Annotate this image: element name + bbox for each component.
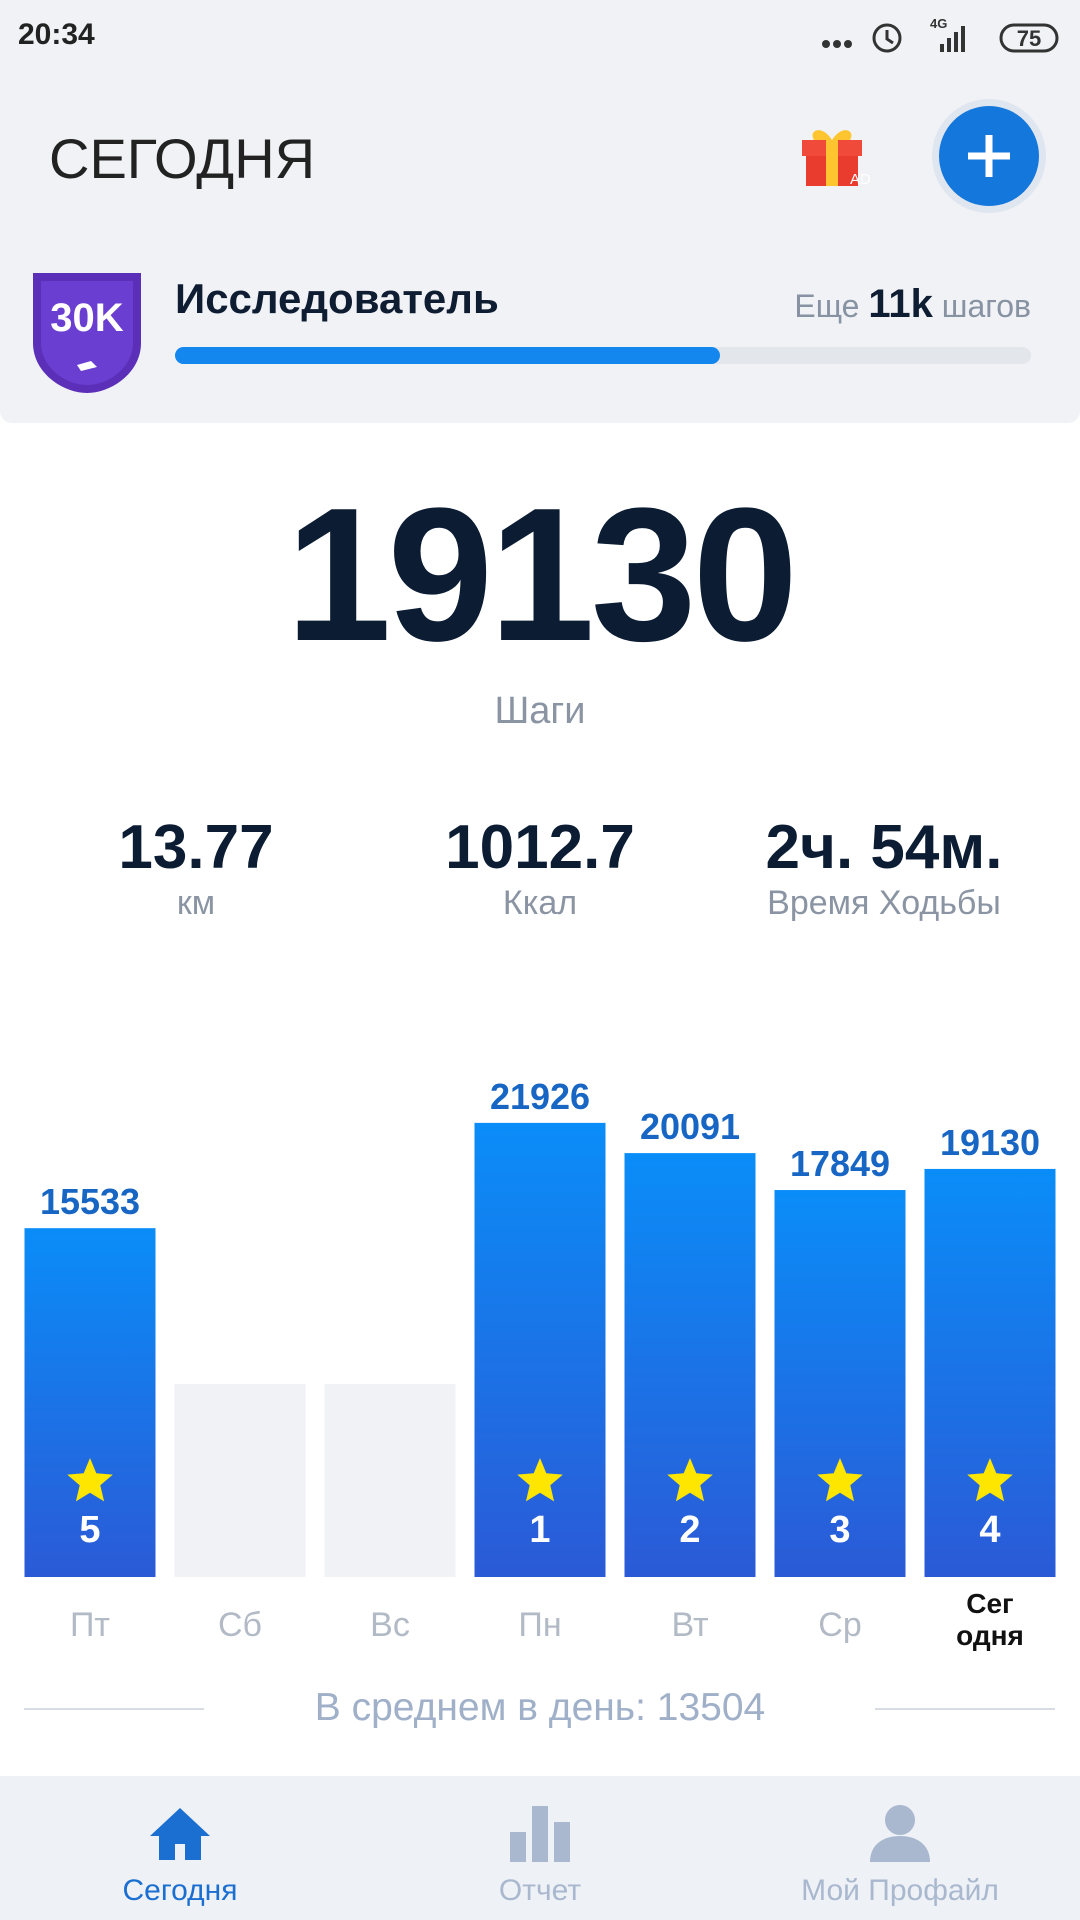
status-icons: 4G 75 (822, 16, 1059, 53)
rank-star (67, 1458, 113, 1502)
status-network: 4G (930, 16, 947, 31)
stat-value: 1012.7 (445, 813, 635, 882)
bar-value-label: 19130 (940, 1122, 1040, 1163)
status-battery: 75 (1017, 26, 1041, 51)
progress-track (175, 347, 1031, 364)
average: В среднем в день: 13504 (315, 1686, 766, 1730)
average-label: В среднем в день: (314, 1686, 646, 1729)
empty-bar (324, 1384, 456, 1577)
nav-icon-report[interactable] (508, 1802, 572, 1862)
bar (24, 1228, 156, 1577)
day-label: Вт (671, 1606, 709, 1644)
badge-text: 30K (50, 296, 123, 340)
day-label: Ср (818, 1606, 862, 1644)
nav-label[interactable]: Мой Профайл (801, 1874, 999, 1907)
add-button[interactable] (930, 97, 1048, 215)
stat-label: км (176, 884, 216, 922)
day-label: Пн (518, 1606, 562, 1644)
rank-star (817, 1458, 863, 1502)
day-label: Вс (370, 1606, 410, 1644)
empty-bar (174, 1384, 306, 1577)
remaining-suffix: шагов (941, 288, 1031, 324)
nav-icon-home[interactable] (148, 1806, 212, 1862)
stat-label: Ккал (502, 884, 578, 922)
week-chart: 15533 5 21926 1 20091 2 17849 3 19130 4 (24, 1076, 1056, 1577)
stat-value: 2ч. 54м. (765, 813, 1003, 882)
achievement-card[interactable] (0, 243, 1080, 423)
rank-number: 4 (979, 1509, 1000, 1551)
page-title: СЕГОДНЯ (49, 127, 316, 190)
remaining-prefix: Еще (794, 288, 860, 324)
bar-value-label: 15533 (40, 1181, 140, 1222)
nav-icon-profile[interactable] (868, 1804, 932, 1862)
rank-number: 5 (79, 1509, 100, 1551)
day-label: Сег одня (956, 1588, 1024, 1652)
achievement-title: Исследователь (175, 275, 499, 322)
remaining-value: 11k (868, 282, 933, 326)
bar (774, 1190, 906, 1577)
bar (924, 1168, 1056, 1577)
rank-number: 3 (829, 1509, 850, 1551)
steps-value: 19130 (285, 469, 798, 681)
divider (24, 1708, 204, 1710)
steps-label: Шаги (494, 690, 586, 732)
rank-number: 1 (529, 1509, 550, 1551)
day-label: Пт (69, 1606, 111, 1644)
bar-value-label: 17849 (790, 1143, 890, 1184)
rank-star (967, 1458, 1013, 1502)
bar-value-label: 20091 (640, 1106, 740, 1147)
ad-badge: AD (850, 171, 870, 188)
average-value: 13504 (656, 1686, 766, 1729)
day-label: Сб (217, 1606, 263, 1644)
rank-number: 2 (679, 1509, 700, 1551)
nav-label[interactable]: Отчет (498, 1874, 582, 1907)
bar (474, 1122, 606, 1577)
bar (624, 1153, 756, 1577)
achievement-badge: 30K (33, 273, 141, 393)
bar-value-label: 21926 (490, 1076, 590, 1117)
stat-value: 13.77 (118, 813, 274, 882)
gift-button[interactable]: AD (798, 118, 870, 190)
nav-label[interactable]: Сегодня (122, 1874, 238, 1907)
progress-fill (175, 347, 720, 364)
achievement-remaining: Еще 11k шагов (794, 282, 1031, 327)
stat-label: Время Ходьбы (767, 884, 1001, 922)
rank-star (667, 1458, 713, 1502)
divider (875, 1708, 1055, 1710)
rank-star (517, 1458, 563, 1502)
status-time: 20:34 (18, 18, 95, 51)
